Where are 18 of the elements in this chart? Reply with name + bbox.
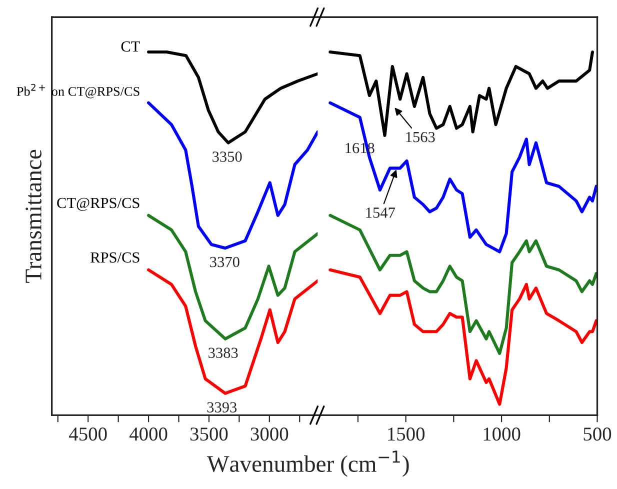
x-tick-label: 500 [584,428,612,441]
annotation: 3383 [208,348,238,358]
x-tick-label: 4000 [129,428,168,441]
x-tick-label: 4500 [69,428,107,441]
x-tick-label: 1500 [388,428,425,441]
x-tick-label: 3000 [250,428,288,441]
series-label: CT@RPS/CS [57,198,140,211]
annotation: 1563 [406,132,435,142]
x-tick-label: 3500 [190,428,228,441]
annotation: 1547 [366,208,395,218]
series-label: RPS/CS [90,252,140,263]
annotation: 3350 [212,152,242,162]
annotation: 3393 [207,402,237,412]
series-label: CT [121,41,140,52]
y-axis-title: Transmittance [26,150,42,283]
x-axis-title: Wavenumber (cm$^{−1}$) [206,450,409,477]
annotation: 3370 [210,256,240,268]
x-tick-label: 1000 [484,428,520,441]
